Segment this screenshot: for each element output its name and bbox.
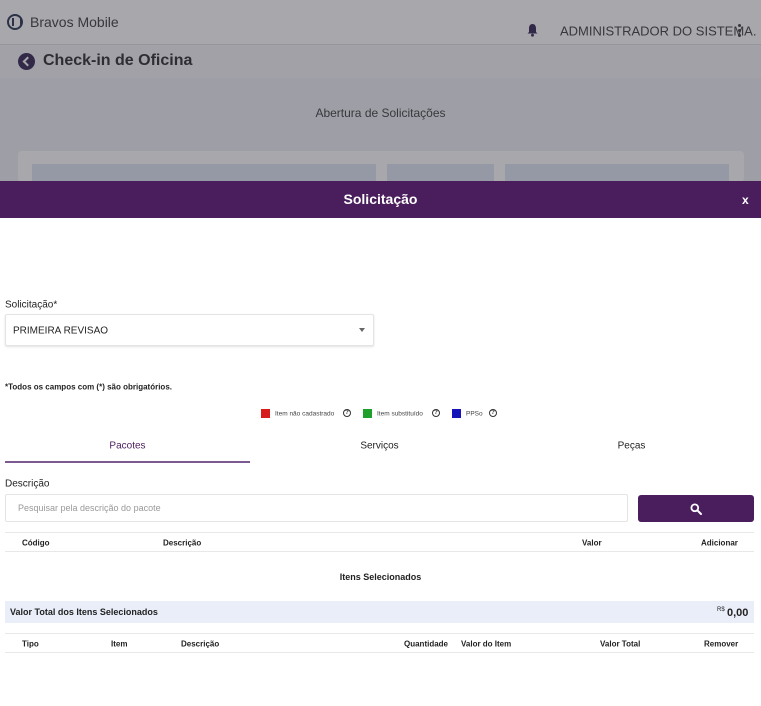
legend-swatch-blue xyxy=(452,409,461,418)
total-value: 0,00 xyxy=(727,607,749,619)
more-options-icon[interactable] xyxy=(738,24,742,38)
packages-table-header: Código Descrição Valor Adicionar xyxy=(5,532,754,552)
search-button[interactable] xyxy=(638,495,754,522)
total-label: Valor Total dos Itens Selecionados xyxy=(10,607,158,617)
page-title: Check-in de Oficina xyxy=(43,52,193,69)
back-arrow-icon[interactable] xyxy=(18,53,35,70)
background-field-placa xyxy=(387,164,494,182)
user-name[interactable]: ADMINISTRADOR DO SISTEMA. xyxy=(560,23,757,39)
legend-swatch-red xyxy=(261,409,270,418)
active-tab-indicator xyxy=(5,461,250,463)
column-header-tipo: Tipo xyxy=(22,639,39,649)
modal-backdrop[interactable] xyxy=(0,0,761,182)
solicitacao-selected-value: PRIMEIRA REVISAO xyxy=(13,325,109,337)
legend-label: Item não cadastrado xyxy=(275,410,335,418)
legend-label: Item substituído xyxy=(377,410,423,418)
column-header-codigo: Código xyxy=(22,538,50,548)
legend-label: PPSo xyxy=(466,410,483,418)
column-header-valor: Valor xyxy=(582,538,602,548)
column-header-quantidade: Quantidade xyxy=(404,639,449,649)
brand-logo-icon xyxy=(7,14,23,30)
help-icon[interactable]: ? xyxy=(432,409,440,417)
tab-servicos[interactable]: Serviços xyxy=(360,440,399,452)
total-bar: Valor Total dos Itens Selecionados R$ 0,… xyxy=(5,601,754,623)
selected-items-table-header: Tipo Item Descrição Quantidade Valor do … xyxy=(5,633,754,653)
close-button[interactable]: x xyxy=(742,193,749,207)
background-app: Bravos Mobile ADMINISTRADOR DO SISTEMA. … xyxy=(0,0,761,182)
help-icon[interactable]: ? xyxy=(343,409,351,417)
search-icon xyxy=(690,503,702,515)
column-header-adicionar: Adicionar xyxy=(701,538,738,548)
app-name: Bravos Mobile xyxy=(30,14,119,30)
selected-items-title: Itens Selecionados xyxy=(339,572,422,582)
background-field-cliente xyxy=(32,164,376,182)
notification-bell-icon[interactable] xyxy=(526,23,539,37)
column-header-remover: Remover xyxy=(704,639,739,649)
tab-pecas[interactable]: Peças xyxy=(617,440,646,452)
descricao-label: Descrição xyxy=(5,478,50,490)
total-currency: R$ xyxy=(717,607,725,613)
search-input[interactable] xyxy=(5,494,628,522)
column-header-descricao: Descrição xyxy=(181,639,220,649)
background-field-veiculo xyxy=(505,164,729,182)
chevron-down-icon xyxy=(359,328,365,332)
solicitacao-select[interactable]: PRIMEIRA REVISAO xyxy=(5,314,374,346)
solicitacao-label: Solicitação* xyxy=(5,299,58,311)
column-header-valor-total: Valor Total xyxy=(600,639,641,649)
section-title: Abertura de Solicitações xyxy=(315,106,446,120)
column-header-valor-do-item: Valor do Item xyxy=(461,639,512,649)
modal-title: Solicitação xyxy=(343,191,418,207)
column-header-item: Item xyxy=(111,639,128,649)
tab-pacotes[interactable]: Pacotes xyxy=(109,440,146,452)
required-fields-note: *Todos os campos com (*) são obrigatório… xyxy=(5,382,172,392)
help-icon[interactable]: ? xyxy=(489,409,497,417)
top-bar: Bravos Mobile ADMINISTRADOR DO SISTEMA. xyxy=(0,0,761,45)
legend-swatch-green xyxy=(363,409,372,418)
column-header-descricao: Descrição xyxy=(163,538,202,548)
modal-header: Solicitação x xyxy=(0,181,761,218)
